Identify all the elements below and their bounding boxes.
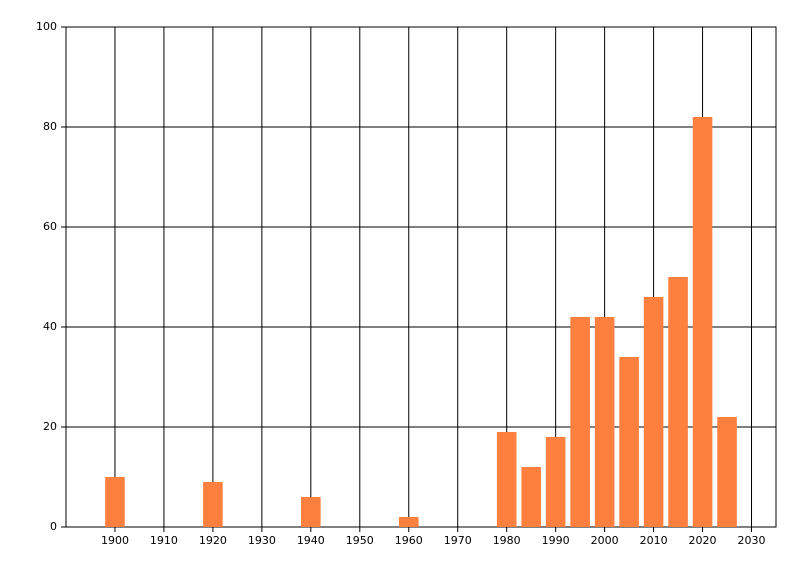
x-tick-label: 2010 <box>640 534 668 547</box>
bar <box>594 317 615 527</box>
x-tick-label: 1980 <box>493 534 521 547</box>
x-tick-label: 2020 <box>689 534 717 547</box>
bar <box>717 417 737 527</box>
x-tick-label: 1930 <box>248 534 276 547</box>
bar <box>203 482 223 527</box>
x-tick-label: 2030 <box>738 534 766 547</box>
bar <box>619 357 639 527</box>
y-tick-label: 100 <box>36 20 57 33</box>
bar <box>570 317 590 527</box>
bar <box>643 297 664 527</box>
bar <box>668 277 688 527</box>
y-tick-label: 0 <box>50 520 57 533</box>
y-tick-label: 80 <box>43 120 57 133</box>
plot-frame <box>65 26 777 528</box>
x-tick-label: 1970 <box>444 534 472 547</box>
x-tick-label: 1920 <box>199 534 227 547</box>
bar <box>545 437 566 527</box>
x-tick-label: 2000 <box>591 534 619 547</box>
y-tick-label: 40 <box>43 320 57 333</box>
bar <box>521 467 541 527</box>
x-tick-label: 1900 <box>101 534 129 547</box>
bar <box>496 432 517 527</box>
bar <box>105 477 125 527</box>
x-tick-label: 1940 <box>297 534 325 547</box>
bar <box>398 517 419 527</box>
x-tick-label: 1990 <box>542 534 570 547</box>
y-tick-label: 20 <box>43 420 57 433</box>
bar <box>692 117 713 527</box>
x-tick-label: 1910 <box>150 534 178 547</box>
x-tick-label: 1960 <box>395 534 423 547</box>
x-tick-label: 1950 <box>346 534 374 547</box>
bar <box>301 497 321 527</box>
y-tick-label: 60 <box>43 220 57 233</box>
